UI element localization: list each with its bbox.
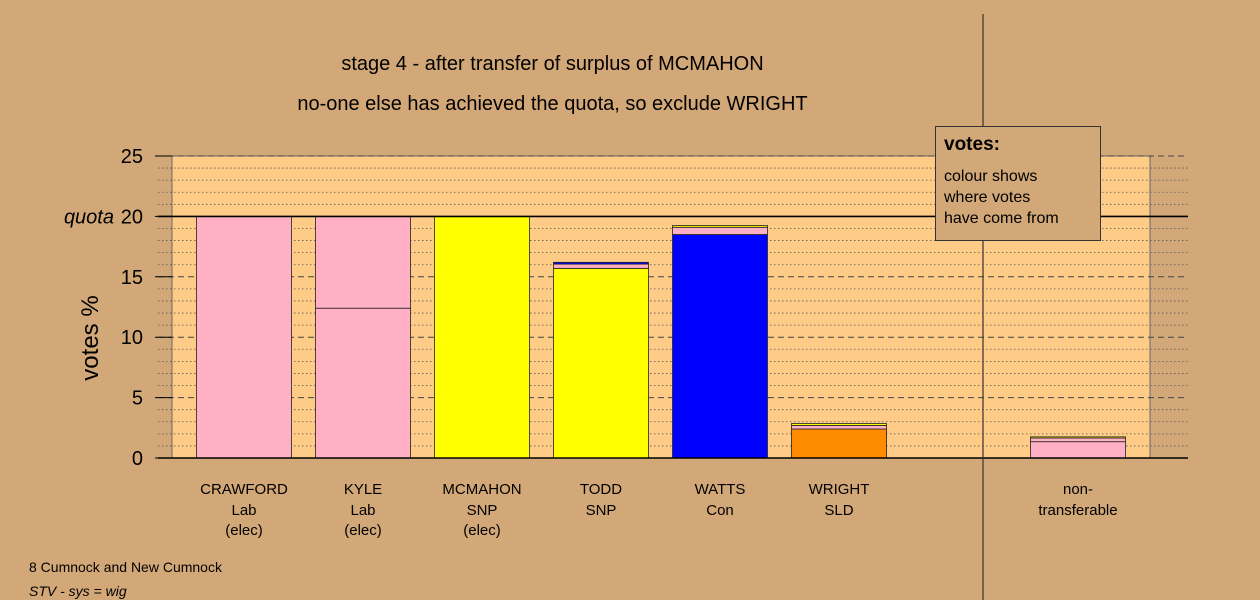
x-tick-label-name: CRAWFORD xyxy=(200,481,288,498)
bar-non-transferable-segment xyxy=(1030,437,1126,443)
x-tick-label-nontransferable: transferable xyxy=(1038,502,1117,519)
legend-line: where votes xyxy=(944,189,1031,206)
footer-system: STV - sys = wig xyxy=(29,583,127,599)
quota-label: quota xyxy=(64,206,114,228)
bar-kyle-segment xyxy=(315,215,411,309)
bar-watts-segment xyxy=(672,234,768,459)
bar-crawford-segment xyxy=(196,215,292,459)
bar-wright-segment xyxy=(791,424,887,430)
bar-wright-segment xyxy=(791,423,887,426)
footer-constituency: 8 Cumnock and New Cumnock xyxy=(29,559,222,575)
chart-subtitle: no-one else has achieved the quota, so e… xyxy=(297,93,808,115)
x-tick-label-name: TODD xyxy=(580,481,622,498)
legend-box: votes: colour shows where votes have com… xyxy=(935,126,1101,241)
bar-todd-segment xyxy=(553,263,649,269)
legend-line: colour shows xyxy=(944,168,1038,185)
x-tick-label-status: (elec) xyxy=(463,522,501,539)
bar-non-transferable-segment xyxy=(1030,441,1126,459)
bar-non-transferable-segment xyxy=(1030,436,1126,439)
y-tick-label: 20 xyxy=(121,206,143,228)
y-tick-label: 0 xyxy=(132,448,143,470)
y-tick-label: 15 xyxy=(121,267,143,289)
bar-watts-segment xyxy=(672,226,768,235)
x-tick-label-name: MCMAHON xyxy=(442,481,521,498)
x-tick-label-party: SNP xyxy=(586,502,617,519)
chart-title: stage 4 - after transfer of surplus of M… xyxy=(341,53,764,75)
x-tick-label-status: (elec) xyxy=(225,522,263,539)
legend-line: have come from xyxy=(944,210,1059,227)
x-tick-label-name: WATTS xyxy=(695,481,746,498)
bar-wright-segment xyxy=(791,428,887,459)
x-tick-label-party: Lab xyxy=(350,502,375,519)
y-tick-label: 5 xyxy=(132,388,143,410)
x-tick-label-name: KYLE xyxy=(344,481,382,498)
x-tick-label-name: WRIGHT xyxy=(809,481,870,498)
y-tick-label: 25 xyxy=(121,146,143,168)
x-tick-label-party: Lab xyxy=(231,502,256,519)
y-tick-label: 10 xyxy=(121,327,143,349)
bar-mcmahon-segment xyxy=(434,215,530,459)
x-tick-label-party: Con xyxy=(706,502,734,519)
bar-kyle-segment xyxy=(315,307,411,459)
x-tick-label-party: SNP xyxy=(467,502,498,519)
y-axis-title: votes % xyxy=(77,295,104,380)
bar-todd-segment xyxy=(553,267,649,459)
legend-title: votes: xyxy=(944,134,1000,155)
x-tick-label-nontransferable: non- xyxy=(1063,481,1093,498)
x-tick-label-party: SLD xyxy=(824,502,853,519)
x-tick-label-status: (elec) xyxy=(344,522,382,539)
bar-watts-segment xyxy=(672,225,768,228)
bar-todd-segment xyxy=(553,261,649,265)
